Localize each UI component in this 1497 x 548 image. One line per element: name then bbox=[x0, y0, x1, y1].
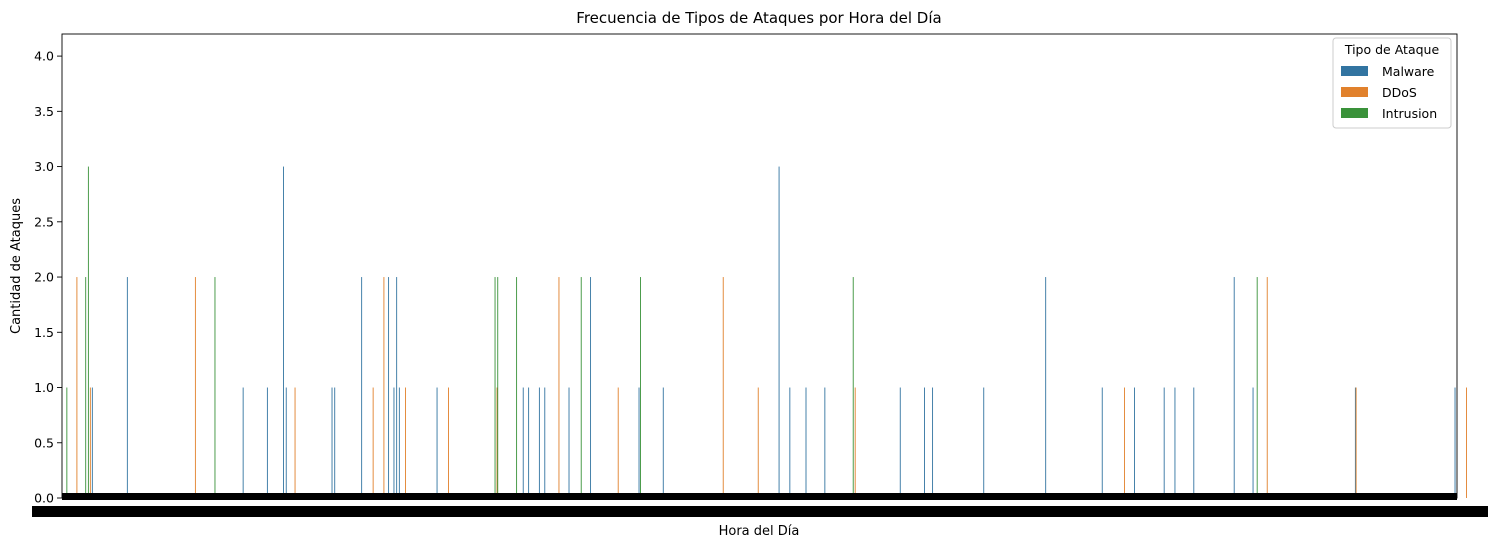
bar-malware bbox=[1354, 387, 1356, 498]
bar-malware bbox=[778, 166, 780, 498]
bar-malware bbox=[285, 387, 287, 498]
bar-malware bbox=[662, 387, 664, 498]
bar-ddos bbox=[194, 277, 196, 498]
legend-label-malware: Malware bbox=[1382, 64, 1435, 79]
bar-ddos bbox=[496, 387, 498, 498]
y-tick-label: 2.0 bbox=[34, 270, 54, 285]
bar-malware bbox=[1134, 387, 1135, 498]
bar-malware bbox=[824, 387, 826, 498]
bar-intrusion bbox=[516, 277, 518, 498]
bar-ddos bbox=[1124, 387, 1125, 498]
bar-malware bbox=[924, 387, 925, 498]
bar-malware bbox=[334, 387, 336, 498]
y-tick-label: 1.5 bbox=[34, 325, 54, 340]
bar-malware bbox=[1252, 387, 1254, 498]
y-tick-label: 1.0 bbox=[34, 380, 54, 395]
y-tick-label: 4.0 bbox=[34, 49, 54, 64]
bar-ddos bbox=[757, 387, 759, 498]
bar-ddos bbox=[383, 277, 385, 498]
legend-swatch-ddos bbox=[1341, 87, 1368, 97]
bar-ddos bbox=[294, 387, 296, 498]
legend-swatch-malware bbox=[1341, 66, 1368, 76]
bar-malware bbox=[1233, 277, 1235, 498]
y-tick-label: 0.0 bbox=[34, 491, 54, 506]
plot-frame bbox=[61, 33, 1458, 499]
bar-intrusion bbox=[66, 387, 68, 498]
bar-malware bbox=[528, 387, 530, 498]
bar-intrusion bbox=[494, 277, 496, 498]
bar-malware bbox=[242, 387, 244, 498]
chart-title: Frecuencia de Tipos de Ataques por Hora … bbox=[576, 9, 941, 27]
y-axis: 0.0 0.5 1.0 1.5 2.0 2.5 3.0 3.5 4.0 bbox=[34, 49, 62, 506]
bar-ddos bbox=[617, 387, 619, 498]
bar-malware bbox=[436, 387, 438, 498]
bar-ddos bbox=[1466, 387, 1467, 498]
legend: Tipo de Ataque Malware DDoS Intrusion bbox=[1332, 37, 1452, 129]
bar-ddos bbox=[76, 277, 78, 498]
bar-malware bbox=[522, 387, 524, 498]
bar-ddos bbox=[1266, 277, 1268, 498]
y-tick-label: 2.5 bbox=[34, 214, 54, 229]
x-tick-marks bbox=[62, 493, 1457, 500]
legend-swatch-intrusion bbox=[1341, 108, 1368, 118]
bar-malware bbox=[899, 387, 901, 498]
legend-label-ddos: DDoS bbox=[1382, 85, 1417, 100]
bar-intrusion bbox=[85, 277, 87, 498]
bar-ddos bbox=[448, 387, 449, 498]
bar-malware bbox=[388, 277, 390, 498]
bar-ddos bbox=[854, 387, 856, 498]
bar-malware bbox=[1163, 387, 1165, 498]
y-tick-label: 0.5 bbox=[34, 435, 54, 450]
bar-malware bbox=[789, 387, 791, 498]
bar-malware bbox=[1174, 387, 1176, 498]
bar-malware bbox=[396, 277, 398, 498]
bar-malware bbox=[283, 166, 284, 498]
bar-malware bbox=[568, 387, 570, 498]
bar-malware bbox=[1193, 387, 1195, 498]
bar-malware bbox=[544, 387, 546, 498]
bar-malware bbox=[331, 387, 333, 498]
y-tick-label: 3.0 bbox=[34, 159, 54, 174]
bar-ddos bbox=[89, 387, 91, 498]
legend-title: Tipo de Ataque bbox=[1344, 42, 1440, 57]
bar-ddos bbox=[405, 387, 406, 498]
bar-malware bbox=[538, 387, 540, 498]
legend-label-intrusion: Intrusion bbox=[1382, 106, 1437, 121]
bar-malware bbox=[638, 387, 640, 498]
bar-intrusion bbox=[640, 277, 641, 498]
bar-ddos bbox=[372, 387, 374, 498]
legend-box bbox=[1332, 37, 1452, 129]
bar-malware bbox=[361, 277, 363, 498]
bar-malware bbox=[126, 277, 128, 498]
bar-malware bbox=[1045, 277, 1047, 498]
bar-ddos bbox=[558, 277, 560, 498]
bar-ddos bbox=[722, 277, 724, 498]
bar-malware bbox=[266, 387, 268, 498]
bar-malware bbox=[393, 387, 395, 498]
y-axis-label: Cantidad de Ataques bbox=[9, 198, 24, 334]
x-axis-label: Hora del Día bbox=[719, 524, 800, 539]
bar-intrusion bbox=[580, 277, 582, 498]
bar-malware bbox=[983, 387, 985, 498]
bar-malware bbox=[932, 387, 934, 498]
bar-intrusion bbox=[1256, 277, 1258, 498]
y-tick-label: 3.5 bbox=[34, 104, 54, 119]
x-axis bbox=[32, 493, 1488, 517]
bar-intrusion bbox=[214, 277, 216, 498]
bar-ddos bbox=[1355, 387, 1357, 498]
bars-group bbox=[66, 166, 1467, 498]
x-tick-labels-overlapping bbox=[32, 506, 1488, 517]
bar-malware bbox=[91, 387, 93, 498]
bar-malware bbox=[590, 277, 592, 498]
bar-intrusion bbox=[87, 166, 89, 498]
bar-malware bbox=[1454, 387, 1456, 498]
bar-malware bbox=[398, 387, 400, 498]
bar-malware bbox=[805, 387, 807, 498]
bar-intrusion bbox=[852, 277, 854, 498]
bar-intrusion bbox=[497, 277, 499, 498]
bar-malware bbox=[1101, 387, 1103, 498]
